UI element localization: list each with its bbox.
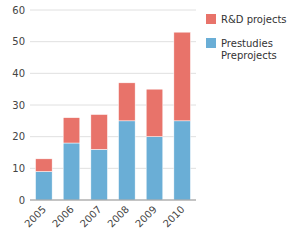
legend-label-line: R&D projects [221,14,287,25]
y-tick-label: 50 [12,36,25,47]
bar [146,137,163,200]
grid-line [30,41,196,42]
grid-line [30,136,196,137]
x-tick-label: 2008 [105,204,131,230]
legend: R&D projects PrestudiesPreprojects [206,14,287,61]
grid-line [30,168,196,169]
grid-line [30,73,196,74]
y-tick-label: 10 [12,163,25,174]
x-tick-label: 2005 [22,204,48,230]
bar [119,121,136,200]
legend-label-line: Preprojects [221,50,277,61]
grid-line [30,105,196,106]
bar [174,32,191,121]
x-tick-label: 2007 [78,204,104,230]
x-axis: 200520062007200820092010 [22,200,196,229]
bar [63,143,80,200]
legend-label-line: Prestudies [221,38,273,49]
bars [36,32,191,200]
legend-label: R&D projects [221,14,287,25]
legend-swatch [206,14,216,24]
bar [119,83,136,121]
x-tick-label: 2006 [50,204,76,230]
bar [146,89,163,136]
y-tick-label: 0 [19,195,25,206]
x-tick-label: 2009 [133,204,159,230]
bar [174,121,191,200]
x-axis-line [30,200,196,201]
bar [63,118,80,143]
x-tick-label: 2010 [161,204,187,230]
chart: 0 10 20 30 40 50 60 200520062007200820092010 R&D… [0,0,296,244]
legend-swatch [206,38,216,48]
y-axis: 0 10 20 30 40 50 60 [12,5,196,206]
grid-line [30,200,196,201]
y-tick-label: 60 [12,5,25,16]
bar [36,172,53,201]
bar [91,149,108,200]
bar [36,159,53,172]
y-tick-label: 20 [12,131,25,142]
y-tick-label: 40 [12,68,25,79]
y-tick-label: 30 [12,100,25,111]
grid-line [30,10,196,11]
bar [91,115,108,150]
legend-label: PrestudiesPreprojects [221,38,277,61]
